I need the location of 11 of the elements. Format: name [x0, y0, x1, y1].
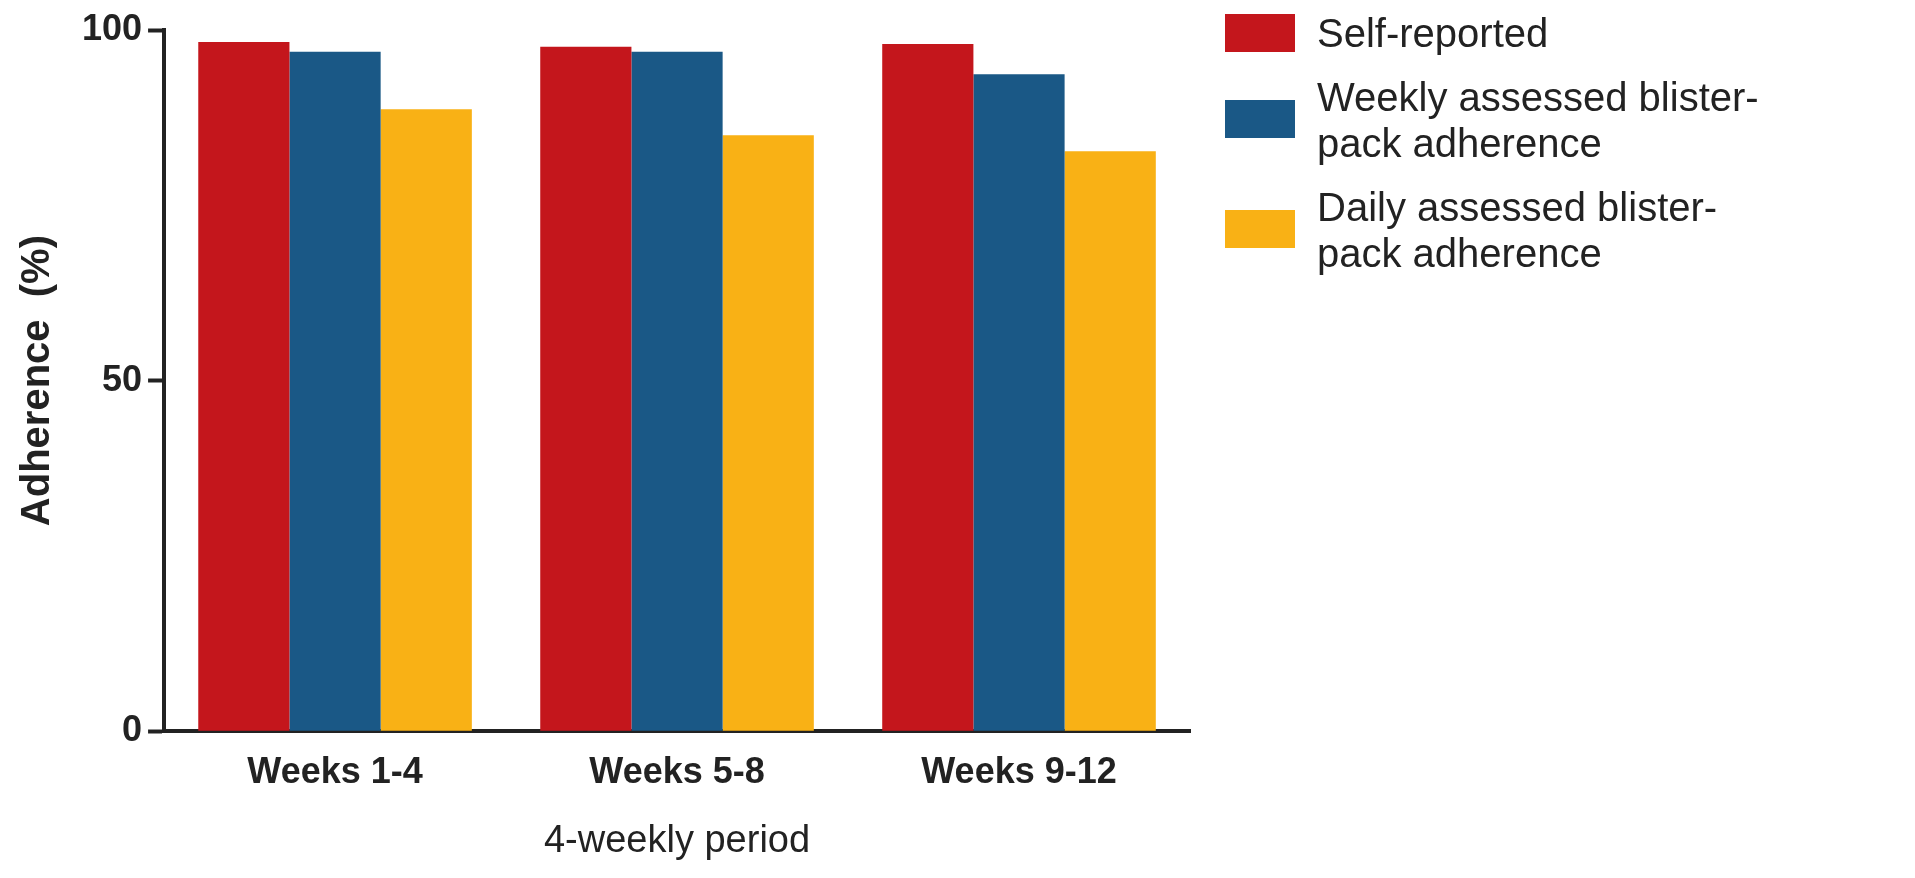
y-tick-label: 50: [102, 357, 143, 399]
y-axis-title: Adherence (%): [13, 235, 58, 527]
x-tick-label: Weeks 5-8: [589, 749, 765, 791]
x-axis-title: 4-weekly period: [543, 817, 811, 860]
legend-label: Self-reported: [1317, 10, 1550, 56]
y-tick-label: 100: [81, 6, 143, 48]
x-tick-label: Weeks 9-12: [921, 749, 1117, 791]
legend-label: Daily assessed blister-pack adherence: [1317, 184, 1719, 276]
legend-label: Weekly assessed blister-pack adherence: [1317, 74, 1760, 166]
x-tick-label: Weeks 1-4: [247, 749, 423, 791]
y-tick-label: 0: [122, 708, 143, 750]
